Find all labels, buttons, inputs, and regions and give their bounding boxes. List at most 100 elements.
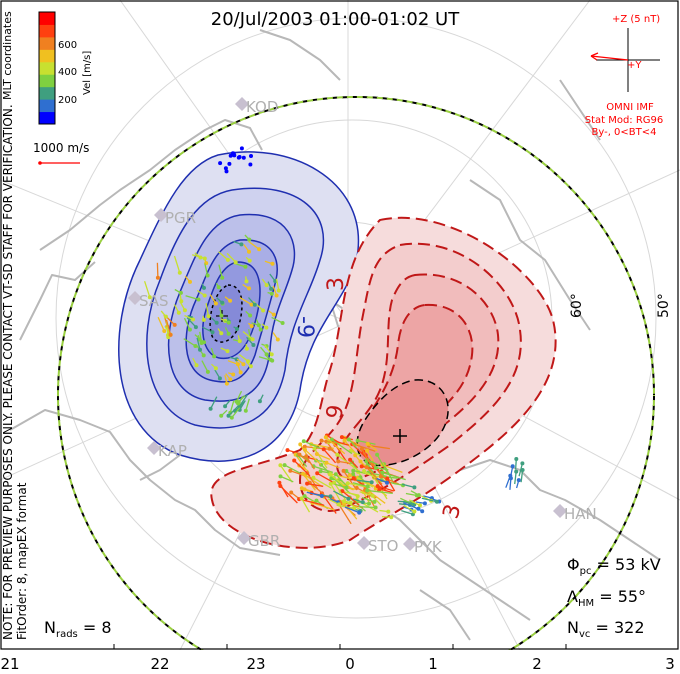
velocity-vector-origin [352, 506, 356, 511]
velocity-vector-origin [208, 406, 213, 411]
velocity-vector-origin [226, 320, 231, 325]
imf-condition: By-, 0<BT<4 [591, 127, 656, 138]
color-bar-tick-200: 200 [58, 95, 77, 106]
velocity-vector [205, 302, 210, 317]
velocity-vector-origin [303, 447, 307, 452]
velocity-vector-origin [357, 510, 362, 515]
velocity-vector-origin [241, 362, 246, 367]
velocity-vector [231, 407, 241, 419]
station-label: HAN [564, 505, 597, 523]
velocity-vector [271, 316, 283, 324]
velocity-vector-origin [237, 155, 242, 159]
velocity-vector [313, 448, 328, 469]
velocity-vector-origin [213, 366, 218, 371]
color-bar-segment [39, 74, 55, 88]
velocity-vector [306, 491, 323, 497]
velocity-vector [401, 509, 414, 515]
contour-label-positive-outer: 3 [324, 277, 349, 291]
velocity-vector [382, 471, 406, 481]
velocity-vector [363, 470, 376, 479]
velocity-vector-origin [178, 290, 183, 295]
velocity-vector [356, 479, 372, 483]
velocity-vector-origin [297, 452, 302, 457]
velocity-vector [344, 437, 361, 446]
velocity-vector-origin [243, 408, 248, 413]
velocity-vector [239, 394, 249, 407]
svg-text:Nvc = 322: Nvc = 322 [567, 618, 645, 640]
velocity-vector-origin [323, 435, 328, 440]
velocity-vector-origin [212, 354, 217, 359]
velocity-vector-origin [218, 161, 223, 166]
velocity-vector-origin [168, 332, 173, 337]
velocity-vector [298, 454, 311, 464]
velocity-vector-origin [365, 441, 370, 446]
velocity-vector-origin [298, 442, 303, 447]
velocity-vector-origin [324, 460, 329, 465]
velocity-vector-origin [257, 399, 262, 404]
velocity-vector [293, 460, 311, 477]
velocity-vector-origin [271, 312, 276, 317]
color-bar-segment [39, 24, 55, 38]
velocity-vector-origin [244, 279, 249, 284]
velocity-vector-origin [187, 327, 192, 332]
velocity-vector-origin [249, 302, 254, 307]
color-bar-segment [39, 99, 55, 113]
velocity-vector-origin [328, 481, 333, 486]
velocity-vector-origin [373, 505, 378, 510]
station-label: PGR [165, 209, 196, 227]
velocity-vector [341, 490, 360, 506]
velocity-vector-origin [289, 490, 294, 495]
velocity-vector-origin [237, 339, 242, 343]
velocity-vector-origin [248, 364, 253, 369]
mlt-tick-3: 3 [665, 655, 675, 673]
velocity-vector [366, 450, 374, 462]
mlt-tick-0: 0 [345, 655, 355, 673]
velocity-vector-origin [239, 146, 244, 151]
map-title: 20/Jul/2003 01:00-01:02 UT [211, 9, 460, 30]
velocity-vector-origin [220, 275, 225, 280]
station-label: PYK [414, 538, 443, 556]
svg-text:Nrads = 8: Nrads = 8 [44, 618, 112, 640]
velocity-vector-origin [358, 459, 363, 464]
velocity-vector [361, 448, 371, 465]
velocity-vector-origin [353, 453, 358, 458]
velocity-vector-origin [355, 494, 360, 499]
svg-text:ΛHM = 55°: ΛHM = 55° [567, 587, 646, 609]
velocity-vector-origin [319, 494, 324, 498]
velocity-vector-origin [231, 372, 236, 377]
velocity-vector-origin [229, 415, 234, 420]
velocity-vector-origin [302, 444, 307, 449]
velocity-vector-origin [176, 310, 181, 315]
velocity-vector-origin [258, 327, 263, 332]
velocity-vector-origin [520, 461, 525, 466]
velocity-vector [304, 495, 317, 503]
velocity-vector [326, 462, 340, 469]
velocity-vector [239, 297, 252, 306]
velocity-vector [352, 482, 368, 488]
velocity-vector-origin [355, 438, 360, 443]
preview-note: NOTE: FOR PREVIEW PURPOSES ONLY. PLEASE … [1, 104, 15, 640]
velocity-vector [316, 453, 331, 461]
velocity-vector-origin [235, 327, 239, 331]
velocity-vector [364, 489, 377, 510]
velocity-vector-origin [219, 331, 224, 336]
velocity-vector-origin [351, 472, 356, 477]
velocity-vector [357, 477, 379, 490]
station-marker-icon [128, 291, 142, 305]
station-label: KOD [246, 98, 278, 116]
velocity-vector-origin [269, 291, 274, 296]
contour-label-negative: -9 [292, 316, 317, 338]
velocity-vector-origin [194, 363, 199, 368]
velocity-vector-origin [226, 413, 231, 418]
velocity-vector-origin [274, 293, 279, 298]
velocity-vector [186, 317, 197, 328]
velocity-vector [323, 448, 337, 464]
velocity-vector-origin [249, 154, 253, 158]
color-bar-segment [39, 86, 55, 100]
velocity-vector-origin [362, 469, 367, 473]
velocity-vector [157, 316, 165, 332]
latitude-label-50: 50° [656, 293, 672, 318]
velocity-vector-origin [375, 452, 380, 457]
mlt-tick-21: 21 [0, 655, 19, 673]
velocity-vector [258, 356, 273, 362]
